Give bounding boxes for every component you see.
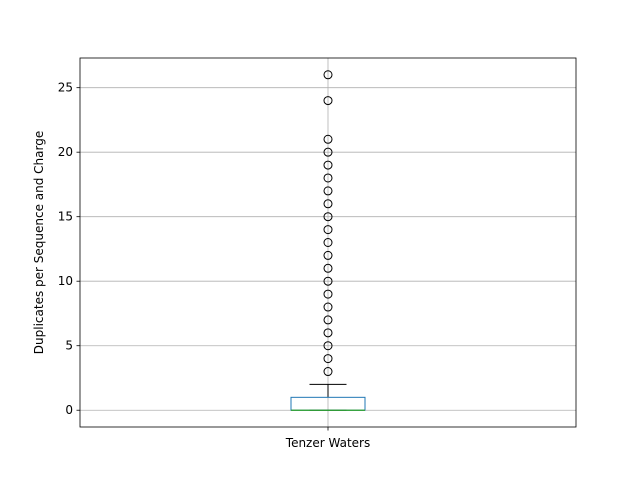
outlier-point-16 [323,199,333,209]
outlier-point-3 [323,367,333,377]
outlier-point-15 [323,212,333,222]
outlier-point-14 [323,225,333,235]
y-tick-label-10: 10 [58,274,73,288]
y-tick-label-25: 25 [58,81,73,95]
axis-layer: 0 5 10 15 20 25 Tenzer Waters [58,81,371,450]
outlier-point-10 [323,276,333,286]
y-tick-label-20: 20 [58,145,73,159]
outlier-point-13 [323,238,333,247]
outlier-point-4 [323,354,333,364]
outlier-point-18 [323,173,333,183]
grid-layer [80,58,576,427]
outlier-point-19 [323,160,333,170]
outlier-point-17 [323,186,333,196]
outlier-point-24 [323,96,333,106]
x-tick-label-0: Tenzer Waters [285,436,370,450]
outlier-point-26 [323,70,333,80]
outlier-point-21 [323,134,333,144]
outlier-point-8 [323,302,333,312]
plot-layer [290,70,366,411]
outlier-point-12 [323,250,333,260]
y-tick-label-0: 0 [65,403,73,417]
outlier-point-11 [323,263,333,273]
outlier-point-6 [323,328,333,338]
outlier-point-5 [323,341,333,351]
outlier-point-20 [323,147,333,157]
outlier-point-9 [323,289,333,299]
y-axis-label: Duplicates per Sequence and Charge [32,131,46,354]
outlier-point-7 [323,315,333,325]
y-tick-label-5: 5 [65,339,73,353]
y-tick-label-15: 15 [58,210,73,224]
